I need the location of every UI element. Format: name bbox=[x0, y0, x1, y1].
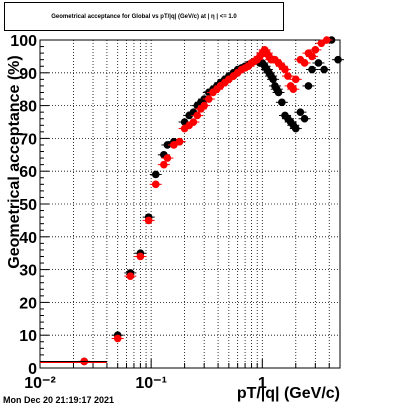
data-point bbox=[175, 137, 184, 146]
data-point bbox=[144, 216, 153, 225]
series-layer bbox=[40, 36, 345, 366]
data-point bbox=[334, 55, 342, 64]
y-tick-label: 20 bbox=[19, 295, 37, 312]
y-tick-label: 80 bbox=[19, 99, 37, 116]
data-point bbox=[126, 272, 135, 280]
data-point bbox=[291, 75, 300, 84]
y-tick-label: 70 bbox=[19, 131, 37, 148]
data-point bbox=[163, 154, 172, 162]
data-point bbox=[151, 180, 160, 189]
data-point bbox=[320, 65, 328, 74]
x-tick-label: 10⁻¹ bbox=[135, 375, 167, 392]
y-tick-label: 0 bbox=[28, 361, 37, 378]
data-point bbox=[308, 52, 316, 61]
data-point bbox=[163, 141, 172, 149]
y-axis-label: Geometrical acceptance (%) bbox=[6, 55, 23, 269]
chart-title: Geometrical acceptance for Global vs pT/… bbox=[51, 13, 237, 20]
y-tick-label: 10 bbox=[19, 328, 37, 345]
data-point bbox=[170, 141, 178, 149]
chart-title-box: Geometrical acceptance for Global vs pT/… bbox=[4, 2, 284, 31]
axis-layer bbox=[39, 39, 341, 369]
data-point bbox=[300, 114, 309, 123]
data-point bbox=[314, 59, 323, 67]
data-point bbox=[278, 98, 286, 107]
y-tick-label: 100 bbox=[10, 33, 37, 50]
data-point bbox=[269, 75, 277, 84]
data-point bbox=[291, 124, 300, 133]
grid-layer bbox=[40, 40, 340, 368]
data-point bbox=[304, 82, 313, 90]
x-tick-label: 1 bbox=[258, 375, 267, 392]
data-point bbox=[281, 65, 289, 74]
y-tick-label: 90 bbox=[19, 66, 37, 83]
data-point bbox=[151, 170, 160, 179]
x-tick-label: 10⁻² bbox=[24, 375, 56, 392]
data-point bbox=[308, 65, 316, 74]
data-point bbox=[113, 334, 122, 343]
data-point bbox=[160, 160, 168, 169]
data-point bbox=[284, 72, 292, 80]
data-point bbox=[193, 111, 202, 120]
data-point bbox=[200, 101, 208, 110]
y-tick-label: 30 bbox=[19, 263, 37, 280]
x-axis-label: pT/|q| (GeV/c) bbox=[236, 385, 340, 402]
data-point bbox=[311, 46, 320, 54]
y-tick-label: 40 bbox=[19, 230, 37, 247]
data-point bbox=[274, 88, 283, 97]
data-point bbox=[322, 36, 331, 44]
data-point bbox=[189, 118, 198, 126]
data-point bbox=[289, 85, 298, 93]
series-1 bbox=[78, 36, 333, 366]
data-point bbox=[204, 95, 213, 103]
data-point bbox=[136, 252, 145, 261]
data-point bbox=[300, 59, 309, 67]
y-tick-label: 60 bbox=[19, 164, 37, 181]
y-tick-label: 50 bbox=[19, 197, 37, 214]
series-0 bbox=[78, 36, 345, 366]
timestamp: Mon Dec 20 21:19:17 2021 bbox=[3, 395, 115, 405]
data-point bbox=[296, 108, 305, 116]
